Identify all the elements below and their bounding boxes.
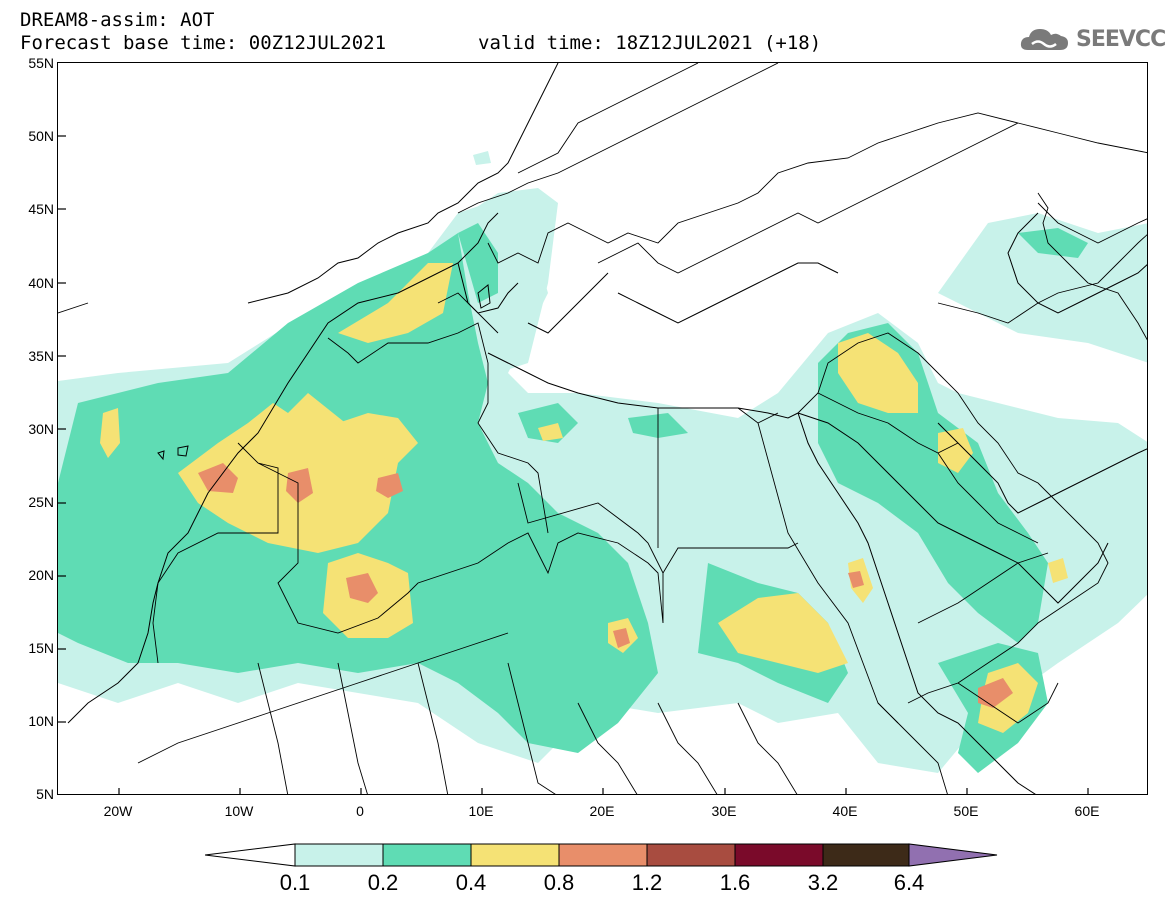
valid-time: valid time: 18Z12JUL2021 (+18) [478,32,822,54]
lon-label: 10W [224,803,254,819]
aot-map [58,63,1147,794]
colorbar-label: 0.1 [279,870,311,895]
colorbar-label: 6.4 [893,870,925,895]
lat-label: 20N [28,567,54,583]
lat-label: 50N [28,128,54,144]
colorbar-swatch [294,843,384,867]
grid-ticks [58,135,1089,794]
lon-label: 20W [103,803,133,819]
forecast-base-time: Forecast base time: 00Z12JUL2021 [20,32,387,54]
lat-label: 40N [28,275,54,291]
map-panel [57,62,1148,795]
lon-label: 30E [711,803,737,819]
colorbar-low-arrow [205,843,296,867]
lon-label: 10E [468,803,494,819]
aot-0.8-contour [198,463,1013,708]
colorbar-swatch [822,843,910,867]
lat-label: 55N [28,55,54,71]
colorbar-label: 3.2 [807,870,839,895]
lat-label: 10N [28,713,54,729]
lon-label: 0 [356,803,364,819]
map-title: DREAM8-assim: AOT [20,9,215,31]
colorbar-swatch [646,843,736,867]
lon-label: 50E [953,803,979,819]
lat-label: 25N [28,494,54,510]
cloud-icon [1020,29,1068,50]
seevccc-logo: SEEVCCC [1018,24,1165,54]
lat-label: 5N [36,786,54,802]
lat-label: 35N [28,348,54,364]
colorbar-swatch [470,843,560,867]
colorbar-label: 0.2 [367,870,399,895]
logo-text: SEEVCCC [1076,26,1165,52]
colorbar-label: 1.2 [631,870,663,895]
coastlines [67,63,1147,794]
colorbar-swatch [382,843,472,867]
colorbar-label: 0.8 [543,870,575,895]
lat-label: 45N [28,201,54,217]
lon-label: 20E [589,803,615,819]
colorbar-label: 0.4 [455,870,487,895]
lat-label: 15N [28,640,54,656]
colorbar-swatch [734,843,824,867]
colorbar-label: 1.6 [719,870,751,895]
colorbar-swatch [558,843,648,867]
lon-label: 60E [1074,803,1100,819]
lat-label: 30N [28,421,54,437]
colorbar [205,843,998,867]
lon-label: 40E [832,803,858,819]
colorbar-high-arrow [908,843,998,867]
